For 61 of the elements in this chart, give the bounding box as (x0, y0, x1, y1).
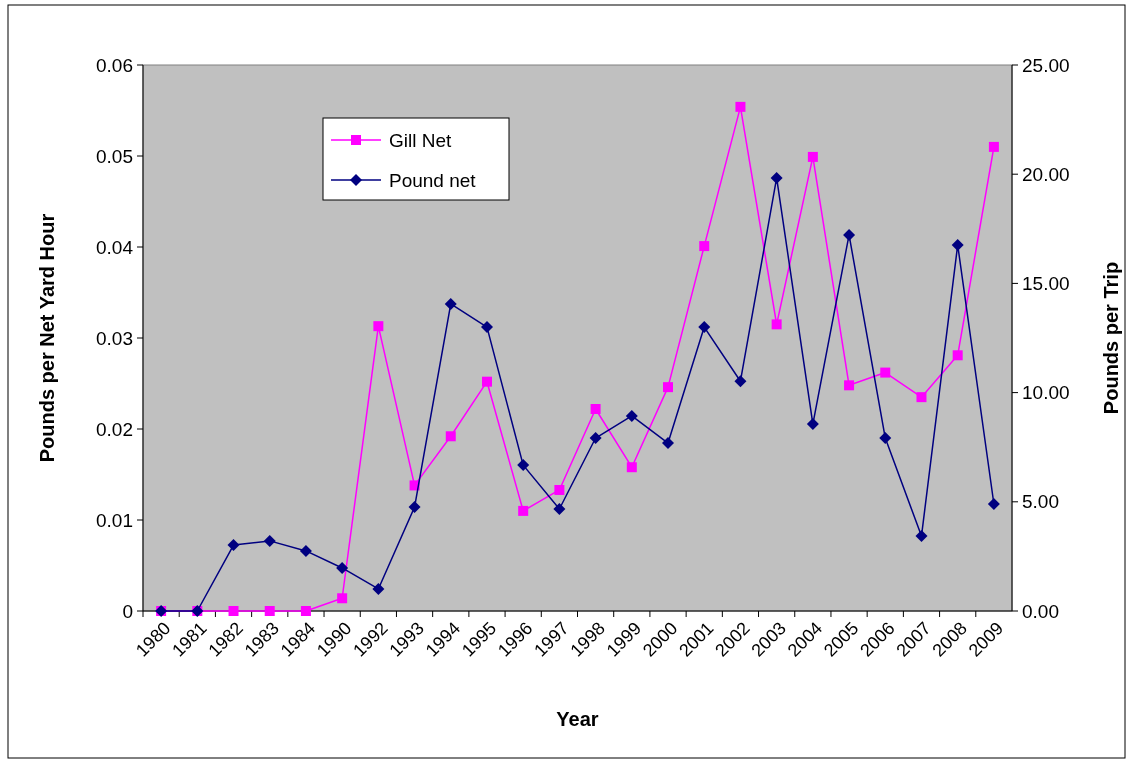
point (698, 321, 711, 334)
point (771, 319, 782, 330)
point (987, 497, 1000, 510)
point (263, 534, 276, 547)
y-tick-label: 0.01 (96, 509, 133, 531)
point (952, 350, 963, 361)
point (988, 141, 999, 152)
point (879, 432, 892, 445)
y2-tick-label: 20.00 (1022, 163, 1070, 185)
point (228, 606, 239, 616)
point (880, 367, 891, 378)
point (337, 593, 348, 604)
point (336, 561, 349, 574)
legend-label: Pound net (389, 169, 477, 191)
y2-tick-label: 5.00 (1022, 491, 1059, 513)
x-axis-title: Year (556, 708, 599, 730)
point (299, 544, 312, 557)
point (770, 171, 783, 184)
point (480, 321, 493, 334)
y-axis-title: Pounds per Net Yard Hour (36, 213, 58, 463)
point (915, 530, 928, 543)
point (806, 418, 819, 431)
y-tick-label: 0.05 (96, 145, 133, 167)
y-tick-label: 0.03 (96, 327, 133, 349)
point (951, 238, 964, 251)
point (517, 459, 530, 472)
point (372, 582, 385, 595)
y-tick-label: 0.06 (96, 54, 133, 76)
point (662, 437, 675, 450)
y2-axis-title: Pounds per Trip (1100, 261, 1122, 415)
point (590, 403, 601, 414)
y2-tick-label: 10.00 (1022, 382, 1070, 404)
y2-tick-label: 15.00 (1022, 273, 1070, 295)
y-tick-label: 0 (122, 600, 133, 622)
point (663, 382, 674, 393)
y-tick-label: 0.02 (96, 418, 133, 440)
point (300, 606, 311, 616)
y-tick-label: 0.04 (96, 236, 134, 258)
point (444, 297, 457, 310)
point (699, 241, 710, 252)
point (626, 462, 637, 473)
point (625, 409, 638, 422)
point (843, 228, 856, 241)
point (373, 321, 384, 332)
point (408, 501, 421, 514)
point (481, 376, 492, 387)
point (807, 151, 818, 162)
point (264, 606, 275, 616)
point (589, 432, 602, 445)
point (553, 503, 566, 516)
point (734, 375, 747, 388)
legend-label: Gill Net (389, 129, 453, 151)
point (445, 431, 456, 442)
point (518, 505, 529, 516)
point (227, 539, 240, 552)
point (916, 392, 927, 403)
point (735, 101, 746, 112)
point (554, 484, 565, 495)
y2-tick-label: 0.00 (1022, 600, 1059, 622)
point (844, 380, 855, 391)
y2-tick-label: 25.00 (1022, 54, 1070, 76)
